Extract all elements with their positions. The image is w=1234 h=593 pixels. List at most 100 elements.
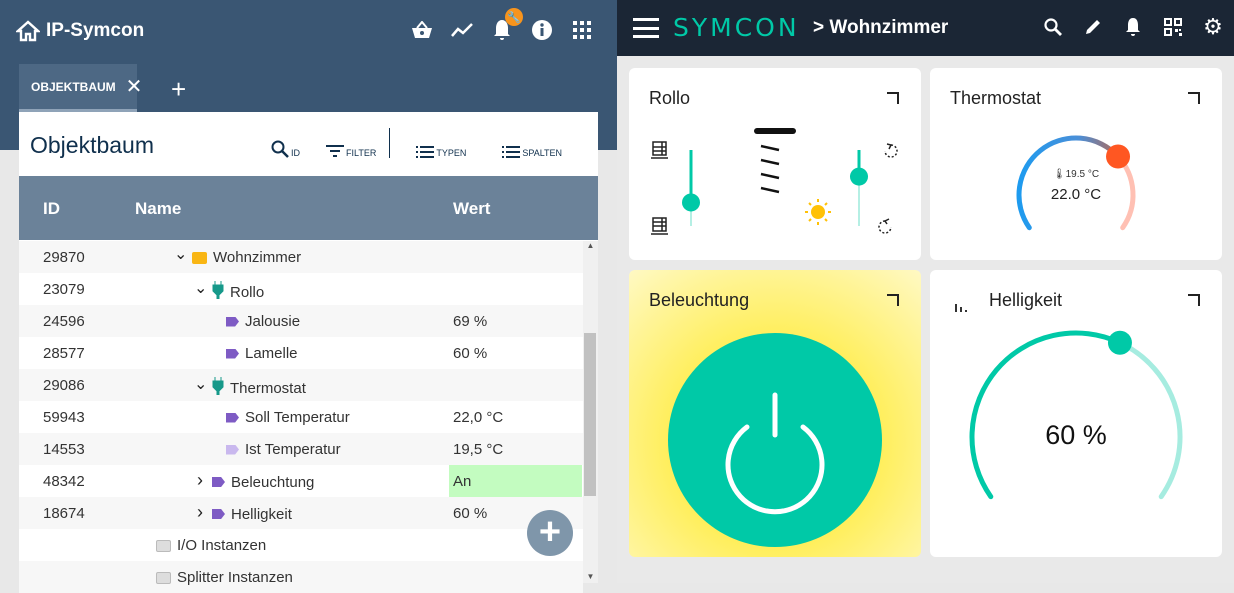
typen-button[interactable]: TYPEN bbox=[416, 146, 466, 158]
slider-knob[interactable] bbox=[850, 167, 868, 186]
shutter-slats bbox=[760, 144, 780, 194]
table-row[interactable]: Splitter Instanzen bbox=[19, 561, 583, 593]
variable-icon bbox=[212, 477, 225, 487]
row-value bbox=[449, 369, 582, 401]
tile-rollo[interactable]: Rollo bbox=[629, 68, 921, 260]
slider-knob[interactable] bbox=[682, 193, 700, 212]
gear-icon[interactable]: ⚙ bbox=[1203, 14, 1223, 39]
rotate-ccw-icon[interactable] bbox=[884, 143, 898, 158]
shutter-top bbox=[754, 128, 796, 134]
scroll-up-icon[interactable]: ▲ bbox=[586, 241, 595, 250]
scrollbar-thumb[interactable] bbox=[584, 333, 596, 496]
info-icon[interactable] bbox=[531, 18, 553, 42]
instance-plug-icon bbox=[212, 281, 224, 303]
close-tab-icon[interactable]: ✕ bbox=[125, 76, 143, 98]
list-icon bbox=[502, 146, 521, 158]
row-id: 28577 bbox=[43, 345, 85, 362]
webfront-header: SYMCON > Wohnzimmer ⚙ bbox=[617, 0, 1234, 56]
bell-icon[interactable]: 🔧 bbox=[491, 8, 523, 42]
bell-icon[interactable] bbox=[1122, 16, 1144, 38]
table-row[interactable]: 48342 › Beleuchtung An bbox=[19, 465, 583, 497]
row-id: 29086 bbox=[43, 377, 85, 394]
row-value: 19,5 °C bbox=[453, 441, 504, 458]
gauge-knob[interactable] bbox=[1107, 330, 1132, 355]
table-row[interactable]: 23079 ⌄ Rollo bbox=[19, 273, 583, 305]
expand-icon[interactable] bbox=[1188, 294, 1200, 306]
table-row[interactable]: 14553 Ist Temperatur 19,5 °C bbox=[19, 433, 583, 465]
spalten-button[interactable]: SPALTEN bbox=[502, 146, 562, 158]
variable-icon bbox=[226, 412, 239, 423]
table-row[interactable]: 18674 › Helligkeit 60 % bbox=[19, 497, 583, 529]
row-name-cell: › Beleuchtung bbox=[194, 470, 314, 491]
scrollbar[interactable]: ▲ ▼ bbox=[583, 241, 598, 583]
basket-icon[interactable] bbox=[411, 18, 433, 42]
apps-grid-icon[interactable] bbox=[571, 18, 593, 42]
chevron-right-icon[interactable]: › bbox=[197, 470, 203, 490]
wrench-icon[interactable]: 🔧 bbox=[505, 8, 523, 26]
breadcrumb[interactable]: > Wohnzimmer bbox=[813, 17, 949, 38]
chevron-down-icon[interactable]: ⌄ bbox=[194, 376, 208, 393]
qr-code-icon[interactable] bbox=[1162, 16, 1184, 38]
column-id[interactable]: ID bbox=[43, 199, 60, 218]
thermostat-gauge[interactable] bbox=[930, 68, 1222, 260]
table-row[interactable]: 29086 ⌄ Thermostat bbox=[19, 369, 583, 401]
search-id-button[interactable]: ID bbox=[271, 140, 300, 158]
table-row[interactable]: 29870 ⌄ Wohnzimmer bbox=[19, 241, 583, 273]
expand-icon[interactable] bbox=[1188, 92, 1200, 104]
app-logo[interactable]: IP-Symcon bbox=[16, 20, 144, 42]
rollo-controls bbox=[651, 128, 898, 235]
tool-label: ID bbox=[291, 148, 300, 158]
row-name-cell: Jalousie bbox=[226, 313, 300, 330]
add-tab-button[interactable]: + bbox=[171, 74, 187, 104]
table-row[interactable]: 28577 Lamelle 60 % bbox=[19, 337, 583, 369]
table-row[interactable]: 59943 Soll Temperatur 22,0 °C bbox=[19, 401, 583, 433]
tile-helligkeit[interactable]: Helligkeit 60 % bbox=[930, 270, 1222, 557]
row-id: 14553 bbox=[43, 441, 85, 458]
folder-icon bbox=[156, 539, 171, 552]
power-toggle-button[interactable] bbox=[668, 333, 882, 547]
table-row[interactable]: I/O Instanzen bbox=[19, 529, 583, 561]
tile-thermostat[interactable]: Thermostat 🌡19.5 °C 22.0 °C bbox=[930, 68, 1222, 260]
filter-button[interactable]: FILTER bbox=[326, 144, 376, 158]
symcon-webfront: SYMCON > Wohnzimmer ⚙ Rollo Thermostat 🌡… bbox=[617, 0, 1234, 583]
chart-line-icon[interactable] bbox=[451, 18, 473, 42]
search-icon[interactable] bbox=[1042, 16, 1064, 38]
tile-beleuchtung[interactable]: Beleuchtung bbox=[629, 270, 921, 557]
expand-icon[interactable] bbox=[887, 92, 899, 104]
app-title: IP-Symcon bbox=[46, 20, 145, 41]
row-value bbox=[449, 241, 582, 273]
table-row[interactable]: 24596 Jalousie 69 % bbox=[19, 305, 583, 337]
column-name[interactable]: Name bbox=[135, 199, 182, 218]
row-value: An bbox=[449, 465, 582, 497]
tile-title: Helligkeit bbox=[989, 290, 1063, 310]
chevron-down-icon[interactable]: ⌄ bbox=[174, 245, 188, 263]
expand-icon[interactable] bbox=[887, 294, 899, 306]
add-object-button[interactable]: + bbox=[527, 510, 573, 556]
row-name-cell: ⌄ Wohnzimmer bbox=[174, 246, 301, 267]
row-name: Thermostat bbox=[230, 379, 306, 397]
gauge-knob[interactable] bbox=[1106, 144, 1131, 169]
chevron-down-icon[interactable]: ⌄ bbox=[194, 280, 208, 297]
row-value: 22,0 °C bbox=[453, 409, 504, 426]
power-icon bbox=[725, 392, 825, 515]
folder-icon bbox=[156, 571, 171, 584]
chevron-right-icon[interactable]: › bbox=[197, 502, 203, 522]
menu-icon[interactable] bbox=[633, 18, 659, 38]
tool-label: FILTER bbox=[346, 148, 377, 158]
row-name-cell: ⌄ Thermostat bbox=[194, 376, 306, 399]
gauge-track bbox=[1117, 340, 1183, 500]
tab-objektbaum[interactable]: OBJEKTBAUM ✕ bbox=[19, 64, 142, 112]
row-name: Splitter Instanzen bbox=[177, 569, 293, 586]
column-value[interactable]: Wert bbox=[453, 199, 491, 218]
brightness-gauge[interactable] bbox=[930, 270, 1222, 557]
divider bbox=[389, 128, 391, 158]
gauge-fill bbox=[1016, 135, 1121, 231]
edit-icon[interactable] bbox=[1082, 16, 1104, 38]
setpoint-temperature: 22.0 °C bbox=[1050, 186, 1102, 203]
row-name-cell: I/O Instanzen bbox=[156, 537, 266, 554]
row-name: Jalousie bbox=[245, 313, 301, 330]
scroll-down-icon[interactable]: ▼ bbox=[586, 572, 595, 581]
row-name: Soll Temperatur bbox=[245, 409, 350, 426]
rotate-cw-icon[interactable] bbox=[878, 218, 892, 234]
row-id: 48342 bbox=[43, 473, 85, 490]
